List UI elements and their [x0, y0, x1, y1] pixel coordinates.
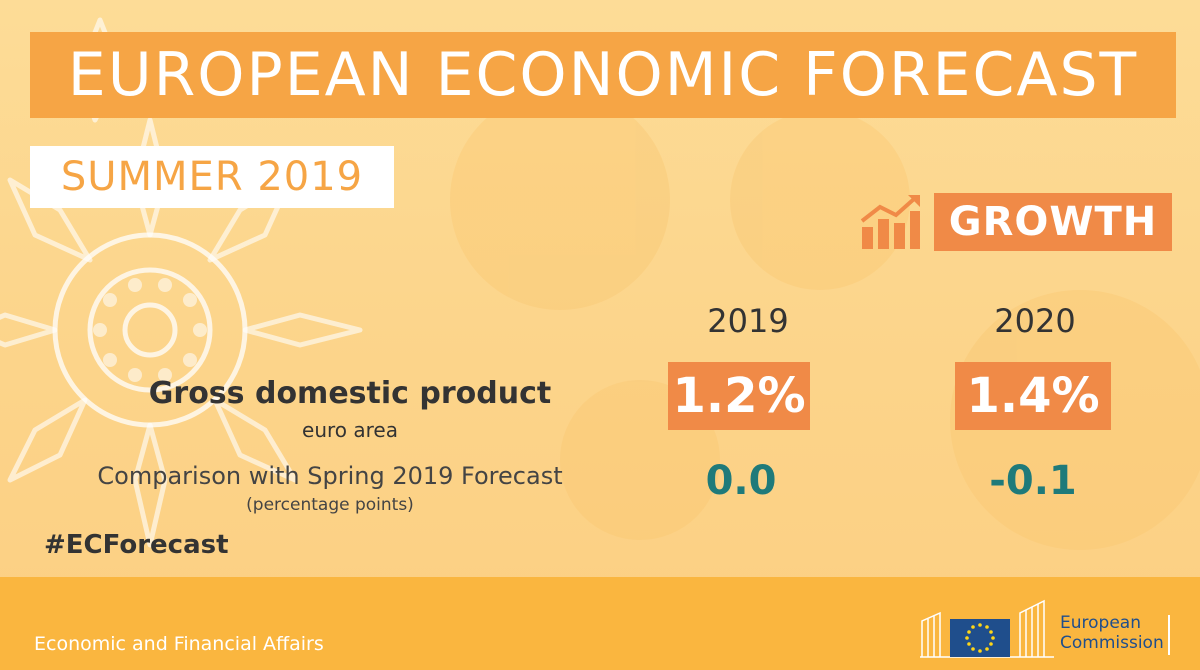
title-banner: EUROPEAN ECONOMIC FORECAST	[30, 32, 1176, 118]
comparison-value-2020: -0.1	[989, 458, 1077, 504]
ec-building-icon	[920, 599, 1054, 658]
growth-badge: GROWTH	[934, 193, 1172, 251]
comparison-value-2019: 0.0	[705, 458, 777, 504]
gdp-value-2019: 1.2%	[672, 368, 806, 424]
subtitle-banner: SUMMER 2019	[30, 146, 394, 208]
gdp-sublabel: euro area	[302, 418, 398, 442]
comparison-label: Comparison with Spring 2019 Forecast	[97, 462, 563, 490]
hashtag: #ECForecast	[44, 530, 229, 560]
comparison-sublabel: (percentage points)	[246, 495, 414, 515]
european-commission-logo: European Commission	[920, 591, 1190, 663]
ec-name-line1: European	[1060, 613, 1141, 633]
growth-section-header: GROWTH	[858, 193, 1172, 251]
ec-divider	[1168, 615, 1170, 655]
gdp-value-2019-box: 1.2%	[668, 362, 810, 430]
page-title: EUROPEAN ECONOMIC FORECAST	[67, 40, 1139, 110]
year-header-2019: 2019	[707, 302, 789, 340]
growth-chart-icon	[860, 195, 920, 249]
year-header-2020: 2020	[994, 302, 1076, 340]
gdp-label: Gross domestic product	[148, 376, 552, 411]
gdp-value-2020-box: 1.4%	[955, 362, 1111, 430]
ec-name: European Commission	[1060, 613, 1164, 653]
department-name: Economic and Financial Affairs	[34, 633, 324, 655]
growth-badge-label: GROWTH	[948, 199, 1158, 245]
page-subtitle: SUMMER 2019	[60, 154, 364, 200]
ec-name-line2: Commission	[1060, 633, 1164, 653]
footer: Economic and Financial Affairs European …	[0, 577, 1200, 670]
gdp-value-2020: 1.4%	[966, 368, 1100, 424]
